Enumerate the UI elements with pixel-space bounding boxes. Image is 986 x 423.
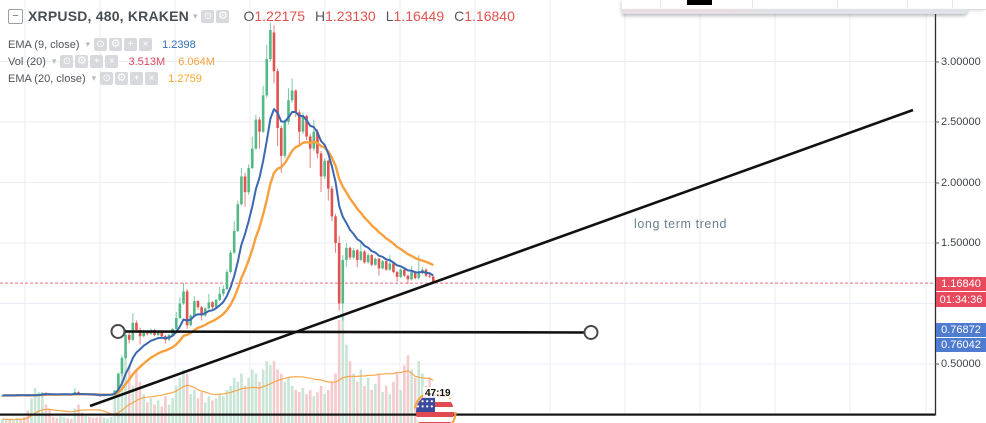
chevron-down-icon[interactable]: ▾ [85, 39, 91, 49]
tab-separator [660, 0, 661, 8]
indicator-name[interactable]: EMA (9, close) [8, 38, 80, 51]
close-label: C [454, 8, 465, 24]
chevron-down-icon[interactable]: ▾ [91, 73, 97, 83]
overlapping-window-toolbar-edge [622, 9, 968, 14]
trendline-price-badge-start: 0.76872 [936, 323, 986, 337]
gear-button[interactable]: ⚙ [216, 9, 230, 23]
axis-label-2: 2.00000 [941, 176, 981, 189]
tab-separator [952, 0, 953, 8]
indicator-name[interactable]: EMA (20, close) [8, 72, 86, 85]
axis-label-2-5: 2.50000 [941, 115, 981, 128]
add-button[interactable]: + [90, 55, 104, 68]
close-button[interactable]: × [145, 72, 159, 85]
indicator-name[interactable]: Vol (20) [8, 55, 46, 68]
high-label: H [314, 8, 326, 24]
pane-frame [0, 14, 939, 416]
watermark-countdown-text: 47:19 [425, 388, 451, 399]
indicator-row-ema9: EMA (9, close) ▾ ⊙ ⚙ + × 1.2398 [8, 36, 525, 53]
collapse-legend-icon[interactable]: − [8, 8, 23, 24]
candle-bodies [1, 30, 435, 397]
volume-bars [1, 315, 435, 423]
open-label: O [243, 8, 255, 24]
ema9-line [2, 108, 434, 397]
bar-countdown-badge: 01:34:36 [936, 292, 986, 307]
horizontal-line[interactable] [110, 323, 599, 340]
low-label: L [385, 8, 394, 24]
gear-button[interactable]: ⚙ [109, 38, 123, 51]
eye-button[interactable]: ⊙ [100, 72, 114, 85]
indicator-row-ema20: EMA (20, close) ▾ ⊙ ⚙ + × 1.2759 [8, 70, 525, 87]
chevron-down-icon[interactable]: ▾ [51, 56, 57, 66]
axis-label-0-5: 0.50000 [941, 357, 981, 370]
low-value: 1.16449 [393, 8, 445, 24]
ema9-value: 1.2398 [162, 38, 196, 51]
gear-button[interactable]: ⚙ [115, 72, 129, 85]
volume-value: 3.513M [128, 55, 166, 68]
add-button[interactable]: + [124, 38, 138, 51]
eye-button[interactable]: ⊙ [94, 38, 108, 51]
ema20-line [2, 140, 434, 397]
last-price-badge: 1.16840 [936, 277, 986, 291]
trendline-price-badge-end: 0.76042 [936, 338, 986, 352]
overlapping-window-edge[interactable] [622, 0, 986, 15]
eye-button[interactable]: ⊙ [60, 55, 74, 68]
trendline-handle[interactable] [583, 324, 599, 340]
chevron-down-icon[interactable]: ▾ [192, 10, 198, 21]
legend-panel: − XRPUSD, 480, KRAKEN ▾ ⊙ ⚙ O1.22175 H1.… [8, 5, 525, 87]
active-tab-marker [687, 0, 712, 5]
tab-separator [752, 0, 753, 8]
ema20-value: 1.2759 [168, 72, 202, 85]
grid-lines [0, 0, 935, 414]
indicator-row-vol: Vol (20) ▾ ⊙ ⚙ + × 3.513M 6.064M [8, 53, 525, 70]
high-value: 1.23130 [325, 8, 376, 24]
trendline-label: long term trend [634, 217, 727, 231]
watermark-text-backing [423, 387, 456, 398]
tab-separator [837, 0, 838, 8]
ohlc-readout: O1.22175 H1.23130 L1.16449 C1.16840 [243, 8, 524, 24]
volume-ma-line [2, 370, 434, 421]
tab-separator [907, 0, 908, 8]
volume-ma-value: 6.064M [178, 55, 215, 68]
trendline-handle[interactable] [110, 323, 126, 339]
close-value: 1.16840 [464, 8, 515, 24]
eye-button[interactable]: ⊙ [201, 9, 215, 23]
add-button[interactable]: + [130, 72, 144, 85]
axis-label-3: 3.00000 [941, 55, 981, 68]
gear-button[interactable]: ⚙ [75, 55, 89, 68]
axis-label-1-5: 1.50000 [941, 236, 981, 249]
close-button[interactable]: × [139, 38, 153, 51]
symbol-header-row: − XRPUSD, 480, KRAKEN ▾ ⊙ ⚙ O1.22175 H1.… [8, 5, 525, 27]
close-button[interactable]: × [105, 55, 119, 68]
long-term-trend[interactable] [89, 108, 914, 408]
open-value: 1.22175 [254, 8, 305, 24]
symbol-title[interactable]: XRPUSD, 480, KRAKEN [28, 8, 189, 24]
